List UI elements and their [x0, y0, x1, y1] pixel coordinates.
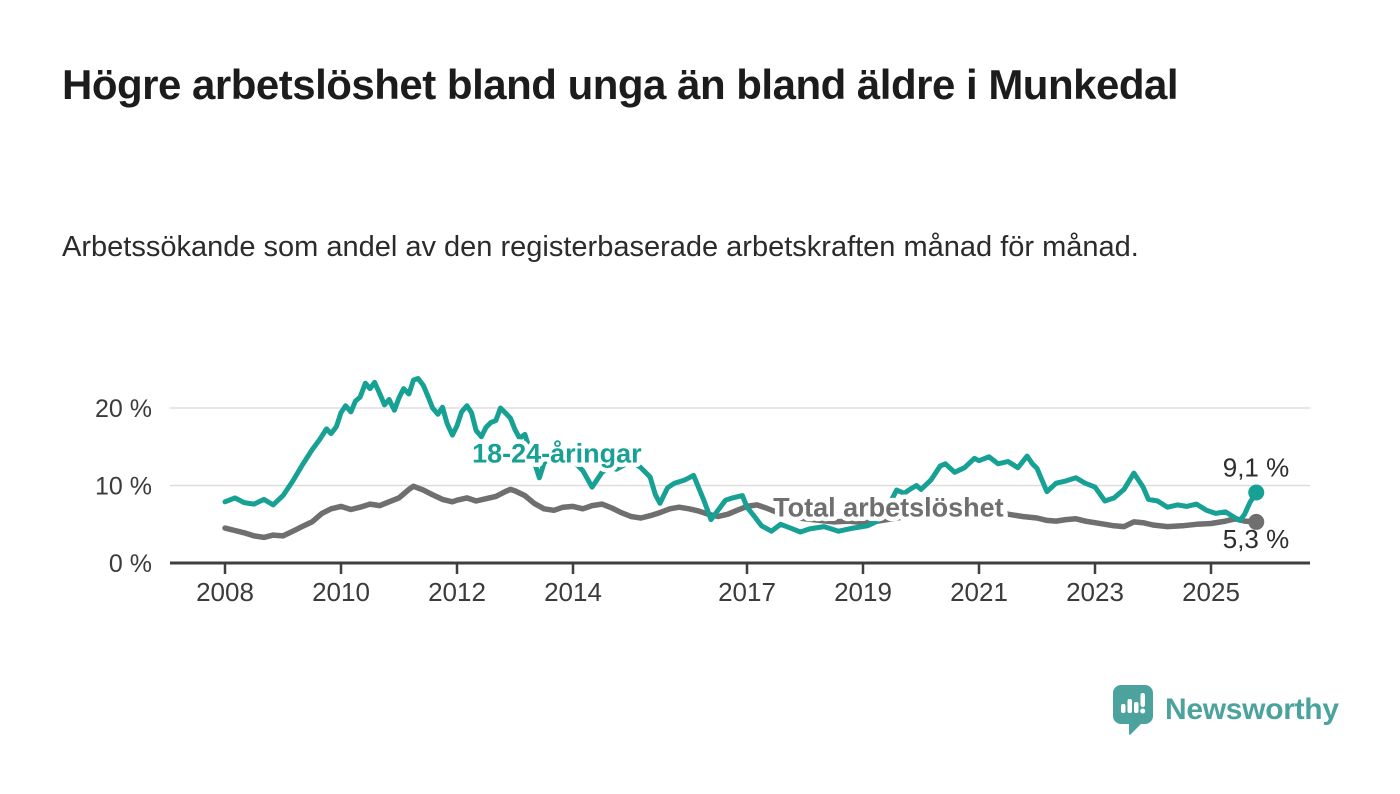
x-tick-label: 2023: [1066, 577, 1124, 607]
end-value-labels: 5,3 % 9,1 %: [1223, 452, 1290, 553]
y-axis-labels: 0 % 10 % 20 %: [95, 395, 152, 578]
y-tick-label: 0 %: [109, 550, 152, 578]
series-line-18-24: [222, 376, 1259, 535]
x-tick-label: 2014: [544, 577, 602, 607]
series-end-dots: [1248, 484, 1265, 530]
series-label-18-24: 18-24-åringar: [472, 438, 642, 468]
x-tick-label: 2019: [834, 577, 892, 607]
end-dot-18-24: [1248, 484, 1265, 501]
newsworthy-bubble-barchart-icon: [1113, 685, 1153, 735]
x-tick-label: 2008: [196, 577, 254, 607]
x-tick-label: 2017: [718, 577, 776, 607]
series-line-total: [222, 483, 1259, 541]
chart-subtitle: Arbetssökande som andel av den registerb…: [62, 231, 1139, 263]
x-tick-label: 2021: [950, 577, 1008, 607]
y-tick-label: 20 %: [95, 395, 152, 423]
end-value-label-total: 5,3 %: [1223, 524, 1290, 554]
gridlines: [170, 407, 1310, 487]
x-tick-label: 2012: [428, 577, 486, 607]
newsworthy-wordmark: Newsworthy: [1165, 693, 1339, 726]
x-tick-label: 2010: [312, 577, 370, 607]
page-title: Högre arbetslöshet bland unga än bland ä…: [62, 61, 1179, 108]
series-labels: Total arbetslöshet 18-24-åringar: [468, 434, 1009, 527]
x-axis: [170, 561, 1310, 574]
series-label-total: Total arbetslöshet: [773, 493, 1004, 523]
x-tick-label: 2025: [1182, 577, 1240, 607]
x-axis-labels: 2008 2010 2012 2014 2017 2019 2021 2023 2025: [196, 577, 1240, 607]
series-lines: [222, 376, 1259, 541]
newsworthy-logo: Newsworthy: [1112, 684, 1339, 736]
unemployment-line-chart: Total arbetslöshet 18-24-åringar 5,3 % 9,1…: [95, 376, 1310, 607]
end-dot-total: [1248, 513, 1265, 530]
end-value-label-18-24: 9,1 %: [1223, 452, 1290, 482]
y-tick-label: 10 %: [95, 473, 152, 501]
